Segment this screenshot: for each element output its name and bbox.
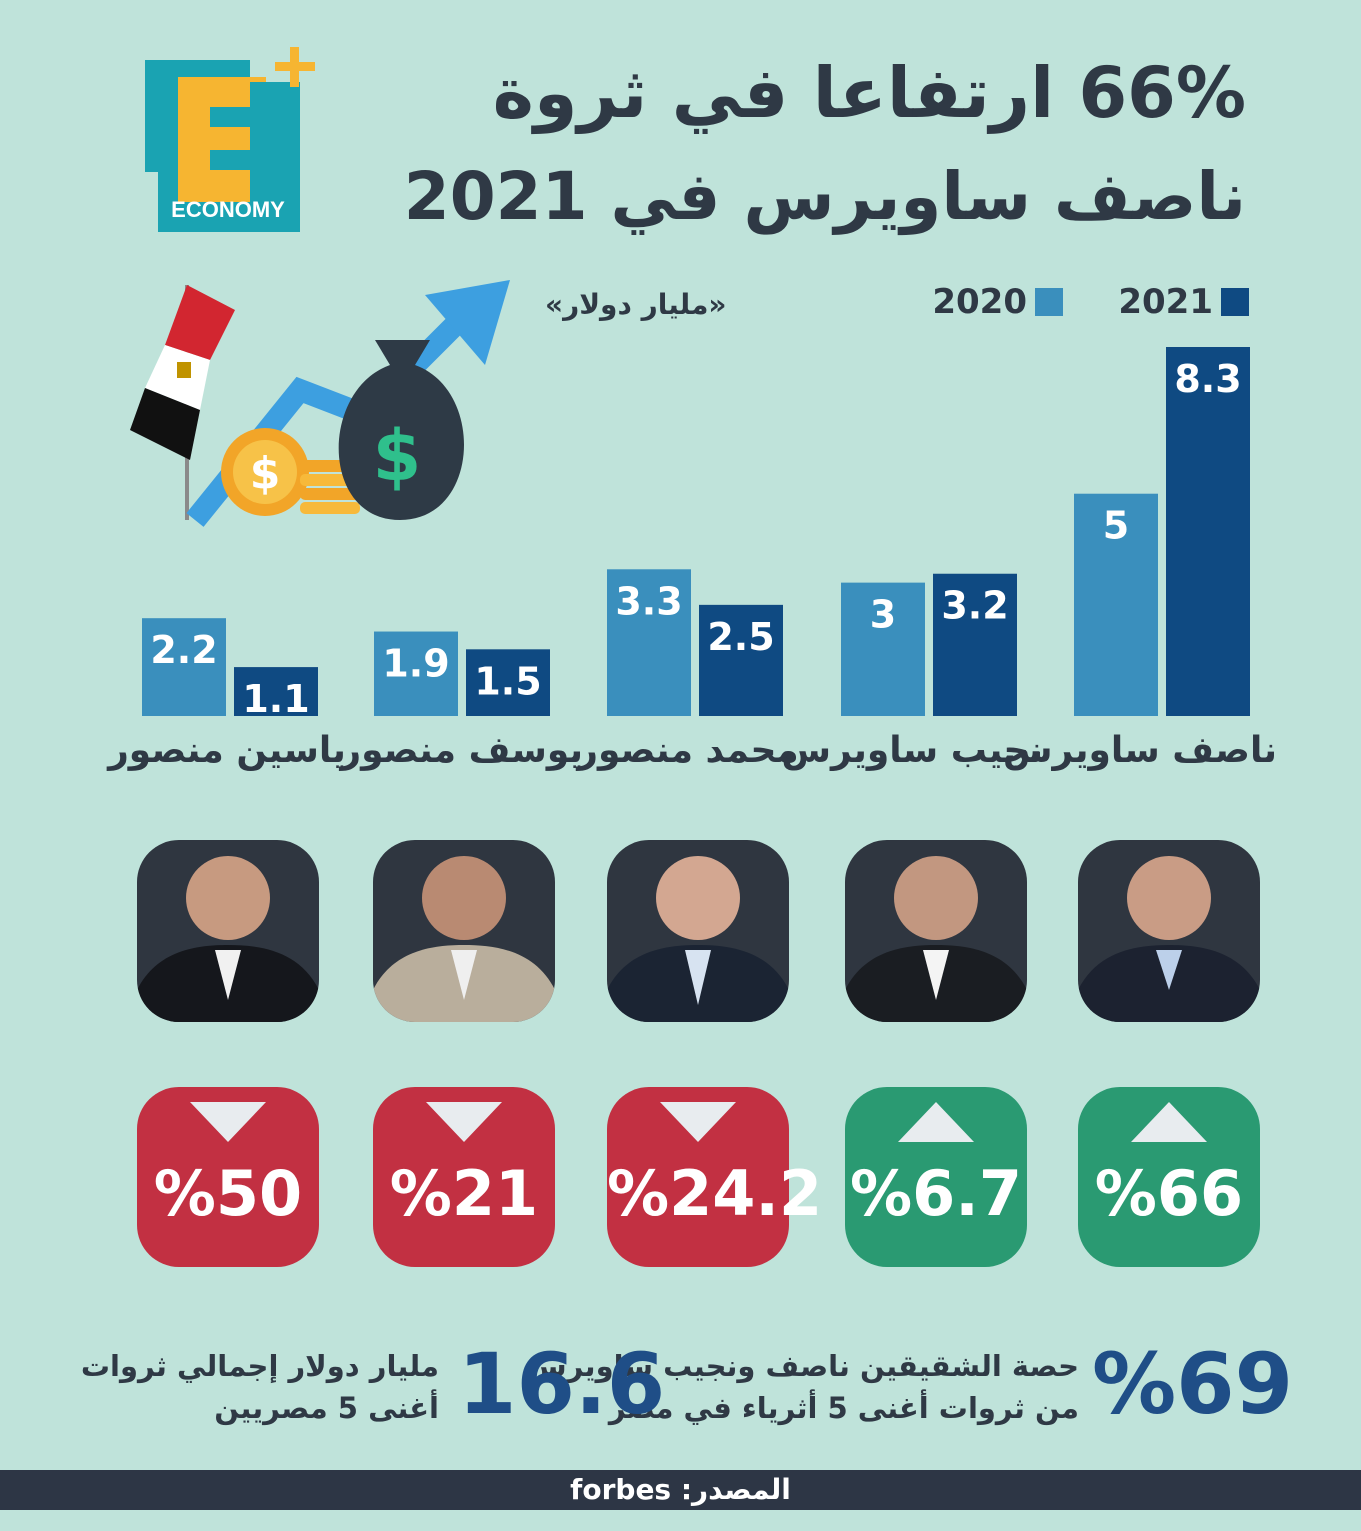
share-line-1: حصة الشقيقين ناصف ونجيب ساويرس — [526, 1349, 1079, 1383]
total-line-2: أغنى 5 مصريين — [214, 1391, 439, 1425]
down-arrow-icon — [190, 1102, 266, 1142]
wealth-bar-chart: 5 8.3 3 3.2 3.3 2.5 1.9 1.5 2.2 1.1 — [142, 347, 1250, 721]
change-value: %50 — [153, 1157, 303, 1230]
change-value: %24.2 — [607, 1157, 823, 1230]
portrait-youssef-mansour — [373, 840, 555, 1022]
money-bag-icon: $ — [338, 340, 464, 520]
change-mohamed-mansour: %24.2 — [607, 1087, 823, 1267]
bar-2020-0 — [1074, 493, 1158, 716]
bar-2021-4 — [234, 667, 318, 716]
bar-2021-3 — [466, 649, 550, 716]
legend-swatch-2021 — [1221, 288, 1249, 316]
bar-label-2020-3: 1.9 — [382, 642, 449, 686]
portrait-yasseen-mansour — [137, 840, 319, 1022]
down-arrow-icon — [426, 1102, 502, 1142]
name-naguib-sawiris: نجيب ساويرس — [781, 730, 1043, 771]
share-value: %69 — [1092, 1335, 1294, 1433]
svg-text:$: $ — [250, 448, 281, 499]
legend-2020: 2020 — [932, 282, 1063, 322]
title-line-1: 66% ارتفاعا في ثروة — [492, 52, 1246, 134]
change-youssef-mansour: %21 — [373, 1087, 555, 1267]
bar-label-2021-4: 1.1 — [242, 677, 309, 721]
legend-label-2020: 2020 — [932, 282, 1027, 322]
bar-label-2020-1: 3 — [870, 593, 896, 637]
bar-label-2021-1: 3.2 — [941, 584, 1008, 628]
name-youssef-mansour: يوسف منصور — [340, 730, 583, 771]
wealth-illustration: $ $ — [130, 280, 510, 527]
legend-swatch-2020 — [1035, 288, 1063, 316]
bar-2020-4 — [142, 618, 226, 716]
svg-text:$: $ — [373, 415, 422, 497]
change-nassef-sawiris: %66 — [1078, 1087, 1260, 1267]
legend-label-2021: 2021 — [1118, 282, 1213, 322]
change-yasseen-mansour: %50 — [137, 1087, 319, 1267]
total-line-1: مليار دولار إجمالي ثروات — [80, 1349, 439, 1383]
bar-label-2020-0: 5 — [1103, 504, 1129, 548]
change-value: %6.7 — [850, 1157, 1022, 1230]
bar-2021-2 — [699, 604, 783, 716]
bar-2020-3 — [374, 631, 458, 716]
share-line-2: من ثروات أغنى 5 أثرياء في مصر — [608, 1391, 1079, 1425]
change-naguib-sawiris: %6.7 — [845, 1087, 1027, 1267]
egypt-flag-icon — [130, 285, 235, 520]
bar-2021-1 — [933, 573, 1017, 716]
change-value: %66 — [1094, 1157, 1244, 1230]
name-naguib-nassef: ناصف ساويرس — [1002, 730, 1277, 771]
logo-text: ECONOMY — [171, 197, 285, 222]
bar-label-2021-2: 2.5 — [707, 615, 774, 659]
name-yasseen-mansour: ياسين منصور — [108, 730, 346, 771]
bar-2020-1 — [841, 582, 925, 716]
bar-label-2020-2: 3.3 — [615, 579, 682, 623]
bar-2021-0 — [1166, 347, 1250, 716]
down-arrow-icon — [660, 1102, 736, 1142]
coin-icon: $ — [221, 428, 309, 516]
up-arrow-icon — [1131, 1102, 1207, 1142]
title-line-2: ناصف ساويرس في 2021 — [403, 158, 1246, 235]
economy-logo: ECONOMY — [145, 47, 315, 232]
portrait-nassef-sawiris — [1078, 840, 1260, 1022]
bar-label-2020-4: 2.2 — [150, 628, 217, 672]
up-arrow-icon — [898, 1102, 974, 1142]
total-value: 16.6 — [458, 1335, 666, 1433]
portrait-naguib-sawiris — [845, 840, 1027, 1022]
bar-label-2021-3: 1.5 — [474, 659, 541, 703]
bar-2020-2 — [607, 569, 691, 716]
source-footer: المصدر: forbes — [0, 1470, 1361, 1510]
legend-2021: 2021 — [1118, 282, 1249, 322]
bar-label-2021-0: 8.3 — [1174, 357, 1241, 401]
name-mohamed-mansour: محمد منصور — [577, 730, 799, 771]
unit-label: «مليار دولار» — [545, 288, 727, 321]
portrait-mohamed-mansour — [607, 840, 789, 1022]
change-value: %21 — [389, 1157, 539, 1230]
